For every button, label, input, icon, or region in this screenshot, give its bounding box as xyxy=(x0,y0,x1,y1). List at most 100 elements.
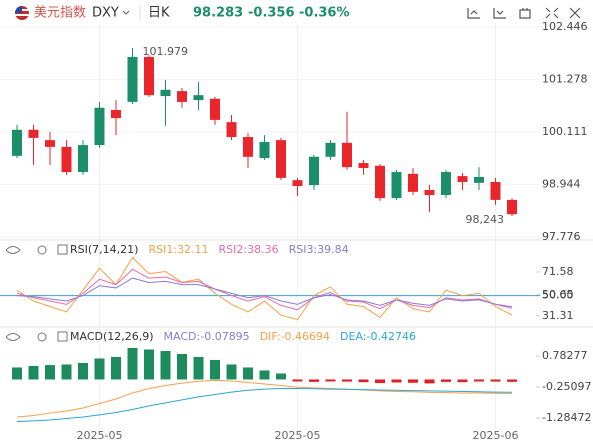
candle-body xyxy=(391,172,402,199)
dropdown-icon[interactable] xyxy=(122,10,130,15)
indicator-line xyxy=(16,379,513,418)
panel-title: MACD(12,26,9) xyxy=(70,330,154,343)
legend-entry: RSI2:38.36 xyxy=(219,243,279,256)
candle-body xyxy=(45,140,55,147)
macd-bar xyxy=(474,379,484,382)
candle-body xyxy=(160,89,171,97)
y-tick-label: 71.58 xyxy=(542,265,574,278)
y-tick-label: 97.776 xyxy=(542,230,581,243)
macd-bar xyxy=(391,379,402,383)
candle-body xyxy=(177,91,187,102)
y-tick-label: 101.278 xyxy=(542,73,588,86)
rsi-tools[interactable] xyxy=(5,244,68,255)
candle-body xyxy=(507,199,517,215)
candle-body xyxy=(276,140,286,178)
macd-bar xyxy=(45,365,55,380)
y-tick-label: 100.111 xyxy=(542,125,588,138)
macd-bar xyxy=(226,364,237,380)
change-pct: -0.36% xyxy=(299,6,350,21)
y-tick-label: -0.25097 xyxy=(542,380,591,393)
candle-body xyxy=(210,98,220,120)
indicator-line xyxy=(16,256,513,321)
indicator-line xyxy=(16,268,513,311)
macd-bar xyxy=(61,364,72,380)
candle-body xyxy=(127,56,138,102)
legend-entry: RSI3:39.84 xyxy=(289,243,349,256)
y-tick-label: 31.31 xyxy=(542,309,574,322)
macd-tools[interactable] xyxy=(5,331,68,342)
candle-body xyxy=(193,95,204,101)
macd-bar xyxy=(12,367,22,380)
candle-body xyxy=(292,180,303,186)
candle-body xyxy=(309,156,319,186)
macd-bar xyxy=(193,356,204,380)
macd-bar xyxy=(111,356,121,380)
x-tick-label: 2025-06 xyxy=(473,429,519,442)
change: -0.356 xyxy=(248,6,295,21)
candle-body xyxy=(61,146,72,173)
annotation: 98,243 xyxy=(466,213,505,226)
candle-body xyxy=(144,56,154,96)
candle-body xyxy=(78,145,88,173)
candle-body xyxy=(375,165,385,199)
legend-entry: DIF:-0.46694 xyxy=(260,330,330,343)
indicator-line xyxy=(16,277,513,308)
macd-bar xyxy=(490,379,501,382)
candle-body xyxy=(28,129,39,138)
y-tick-label: 102.446 xyxy=(542,20,588,33)
macd-bar xyxy=(127,347,138,380)
macd-bar xyxy=(94,358,105,380)
indicator-line xyxy=(16,387,513,422)
candle-body xyxy=(325,142,336,157)
macd-bar xyxy=(177,353,187,380)
candle-body xyxy=(441,172,451,195)
x-tick-label: 2025-05 xyxy=(275,429,321,442)
y-tick-label: 0.78277 xyxy=(542,349,588,362)
index-name: 美元指数 xyxy=(34,6,86,21)
legend-entry: DEA:-0.42746 xyxy=(340,330,416,343)
flag xyxy=(15,6,29,20)
candle-body xyxy=(457,176,468,182)
candle-body xyxy=(94,107,105,146)
y-tick-label: 98.944 xyxy=(542,177,581,190)
macd-bar xyxy=(160,350,171,380)
macd-bar xyxy=(292,379,303,382)
candle-body xyxy=(111,110,121,119)
panel-title: RSI(7,14,21) xyxy=(70,243,138,256)
candle-body xyxy=(474,177,484,183)
y-tick-label: 50.00 xyxy=(542,289,574,302)
macd-bar xyxy=(358,379,369,383)
macd-bar xyxy=(78,362,88,380)
macd-bar xyxy=(243,367,253,380)
candle-body xyxy=(408,173,418,192)
macd-bar xyxy=(507,379,517,382)
candle-body xyxy=(12,129,22,156)
candle-body xyxy=(490,181,501,200)
macd-bar xyxy=(276,373,286,380)
candle-body xyxy=(259,141,270,159)
symbol[interactable]: DXY xyxy=(92,6,119,21)
macd-bar xyxy=(144,349,154,380)
x-tick-label: 2025-05 xyxy=(77,429,123,442)
legend-entry: RSI1:32.11 xyxy=(148,243,208,256)
macd-bar xyxy=(424,379,435,384)
macd-bar xyxy=(441,379,451,382)
macd-bar xyxy=(259,370,270,380)
price: 98.283 xyxy=(193,6,243,21)
candle-body xyxy=(358,163,369,169)
candle-body xyxy=(226,122,237,137)
period[interactable]: 日K xyxy=(148,6,170,21)
macd-bar xyxy=(325,379,336,382)
y-tick-label: -1.28472 xyxy=(542,411,591,424)
y-tick-label: 50.65 xyxy=(542,288,574,301)
macd-bar xyxy=(408,379,418,383)
macd-bar xyxy=(210,359,220,380)
macd-bar xyxy=(28,365,39,380)
macd-bar xyxy=(342,379,352,382)
toolbar[interactable] xyxy=(467,7,581,19)
candle-body xyxy=(424,190,435,195)
candle-body xyxy=(342,142,352,168)
legend-entry: MACD:-0.07895 xyxy=(164,330,250,343)
annotation: 101.979 xyxy=(143,45,189,58)
